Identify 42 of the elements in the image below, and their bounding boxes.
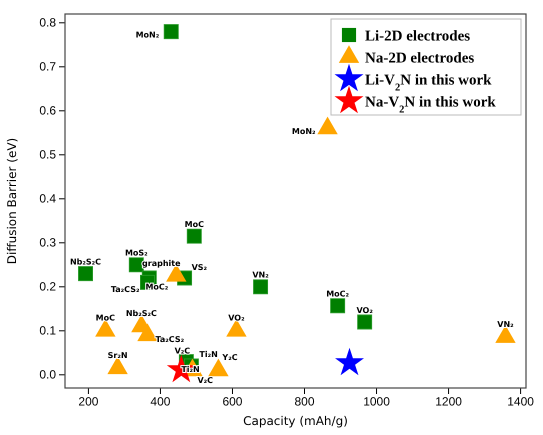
annotation: Ti₂N <box>199 350 218 359</box>
y-tick-label: 0.2 <box>39 280 56 294</box>
annotation: VO₂ <box>356 306 374 315</box>
x-tick-label: 1200 <box>435 394 462 409</box>
annotation: Y₂C <box>221 353 238 362</box>
y-tick-label: 0.7 <box>39 60 56 74</box>
legend-label: Li-V$_{2}$N in this work <box>365 72 492 93</box>
x-tick-label: 200 <box>78 394 99 409</box>
annotation: MoN₂ <box>136 30 160 40</box>
annotation: MoC₂ <box>326 290 350 299</box>
annotation: Nb₂S₂C <box>70 257 102 266</box>
annotation: VN₂ <box>497 320 514 329</box>
y-tick-label: 0.4 <box>39 192 56 206</box>
annotation: Ta₂CS₂ <box>155 335 185 344</box>
legend-label: Li-2D electrodes <box>365 28 470 44</box>
y-tick-label: 0.1 <box>39 324 56 338</box>
x-tick-label: 800 <box>294 394 315 409</box>
y-tick-label: 0.8 <box>39 16 56 30</box>
annotation: Sr₂N <box>108 351 128 360</box>
annotation: Ta₂CS₂ <box>110 285 140 294</box>
x-tick-label: 600 <box>222 394 243 409</box>
y-tick-label: 0.5 <box>39 148 56 162</box>
annotation: VN₂ <box>252 270 270 280</box>
y-tick-label: 0.3 <box>39 236 56 250</box>
annotation: V₂C <box>174 346 190 356</box>
annotation: V₂C <box>197 376 214 386</box>
y-tick-label: 0.6 <box>39 104 56 118</box>
annotation: Nb₂S₂C <box>126 309 158 318</box>
y-axis-title: Diffusion Barrier (eV) <box>5 138 19 264</box>
annotation: MoC <box>184 220 204 229</box>
annotation: VS₂ <box>192 262 208 272</box>
annotation: MoS₂ <box>124 248 148 258</box>
x-tick-label: 1000 <box>363 394 390 409</box>
annotation: MoC <box>96 314 116 323</box>
legend-label: Na-V$_{2}$N in this work <box>365 94 496 115</box>
annotation: VO₂ <box>228 314 246 323</box>
y-tick-label: 0.0 <box>39 368 56 382</box>
annotation: MoN₂ <box>292 127 316 136</box>
x-axis-title: Capacity (mAh/g) <box>243 414 348 428</box>
x-tick-label: 400 <box>150 394 171 409</box>
x-tick-label: 1400 <box>507 394 534 409</box>
legend-label: Na-2D electrodes <box>365 50 474 66</box>
